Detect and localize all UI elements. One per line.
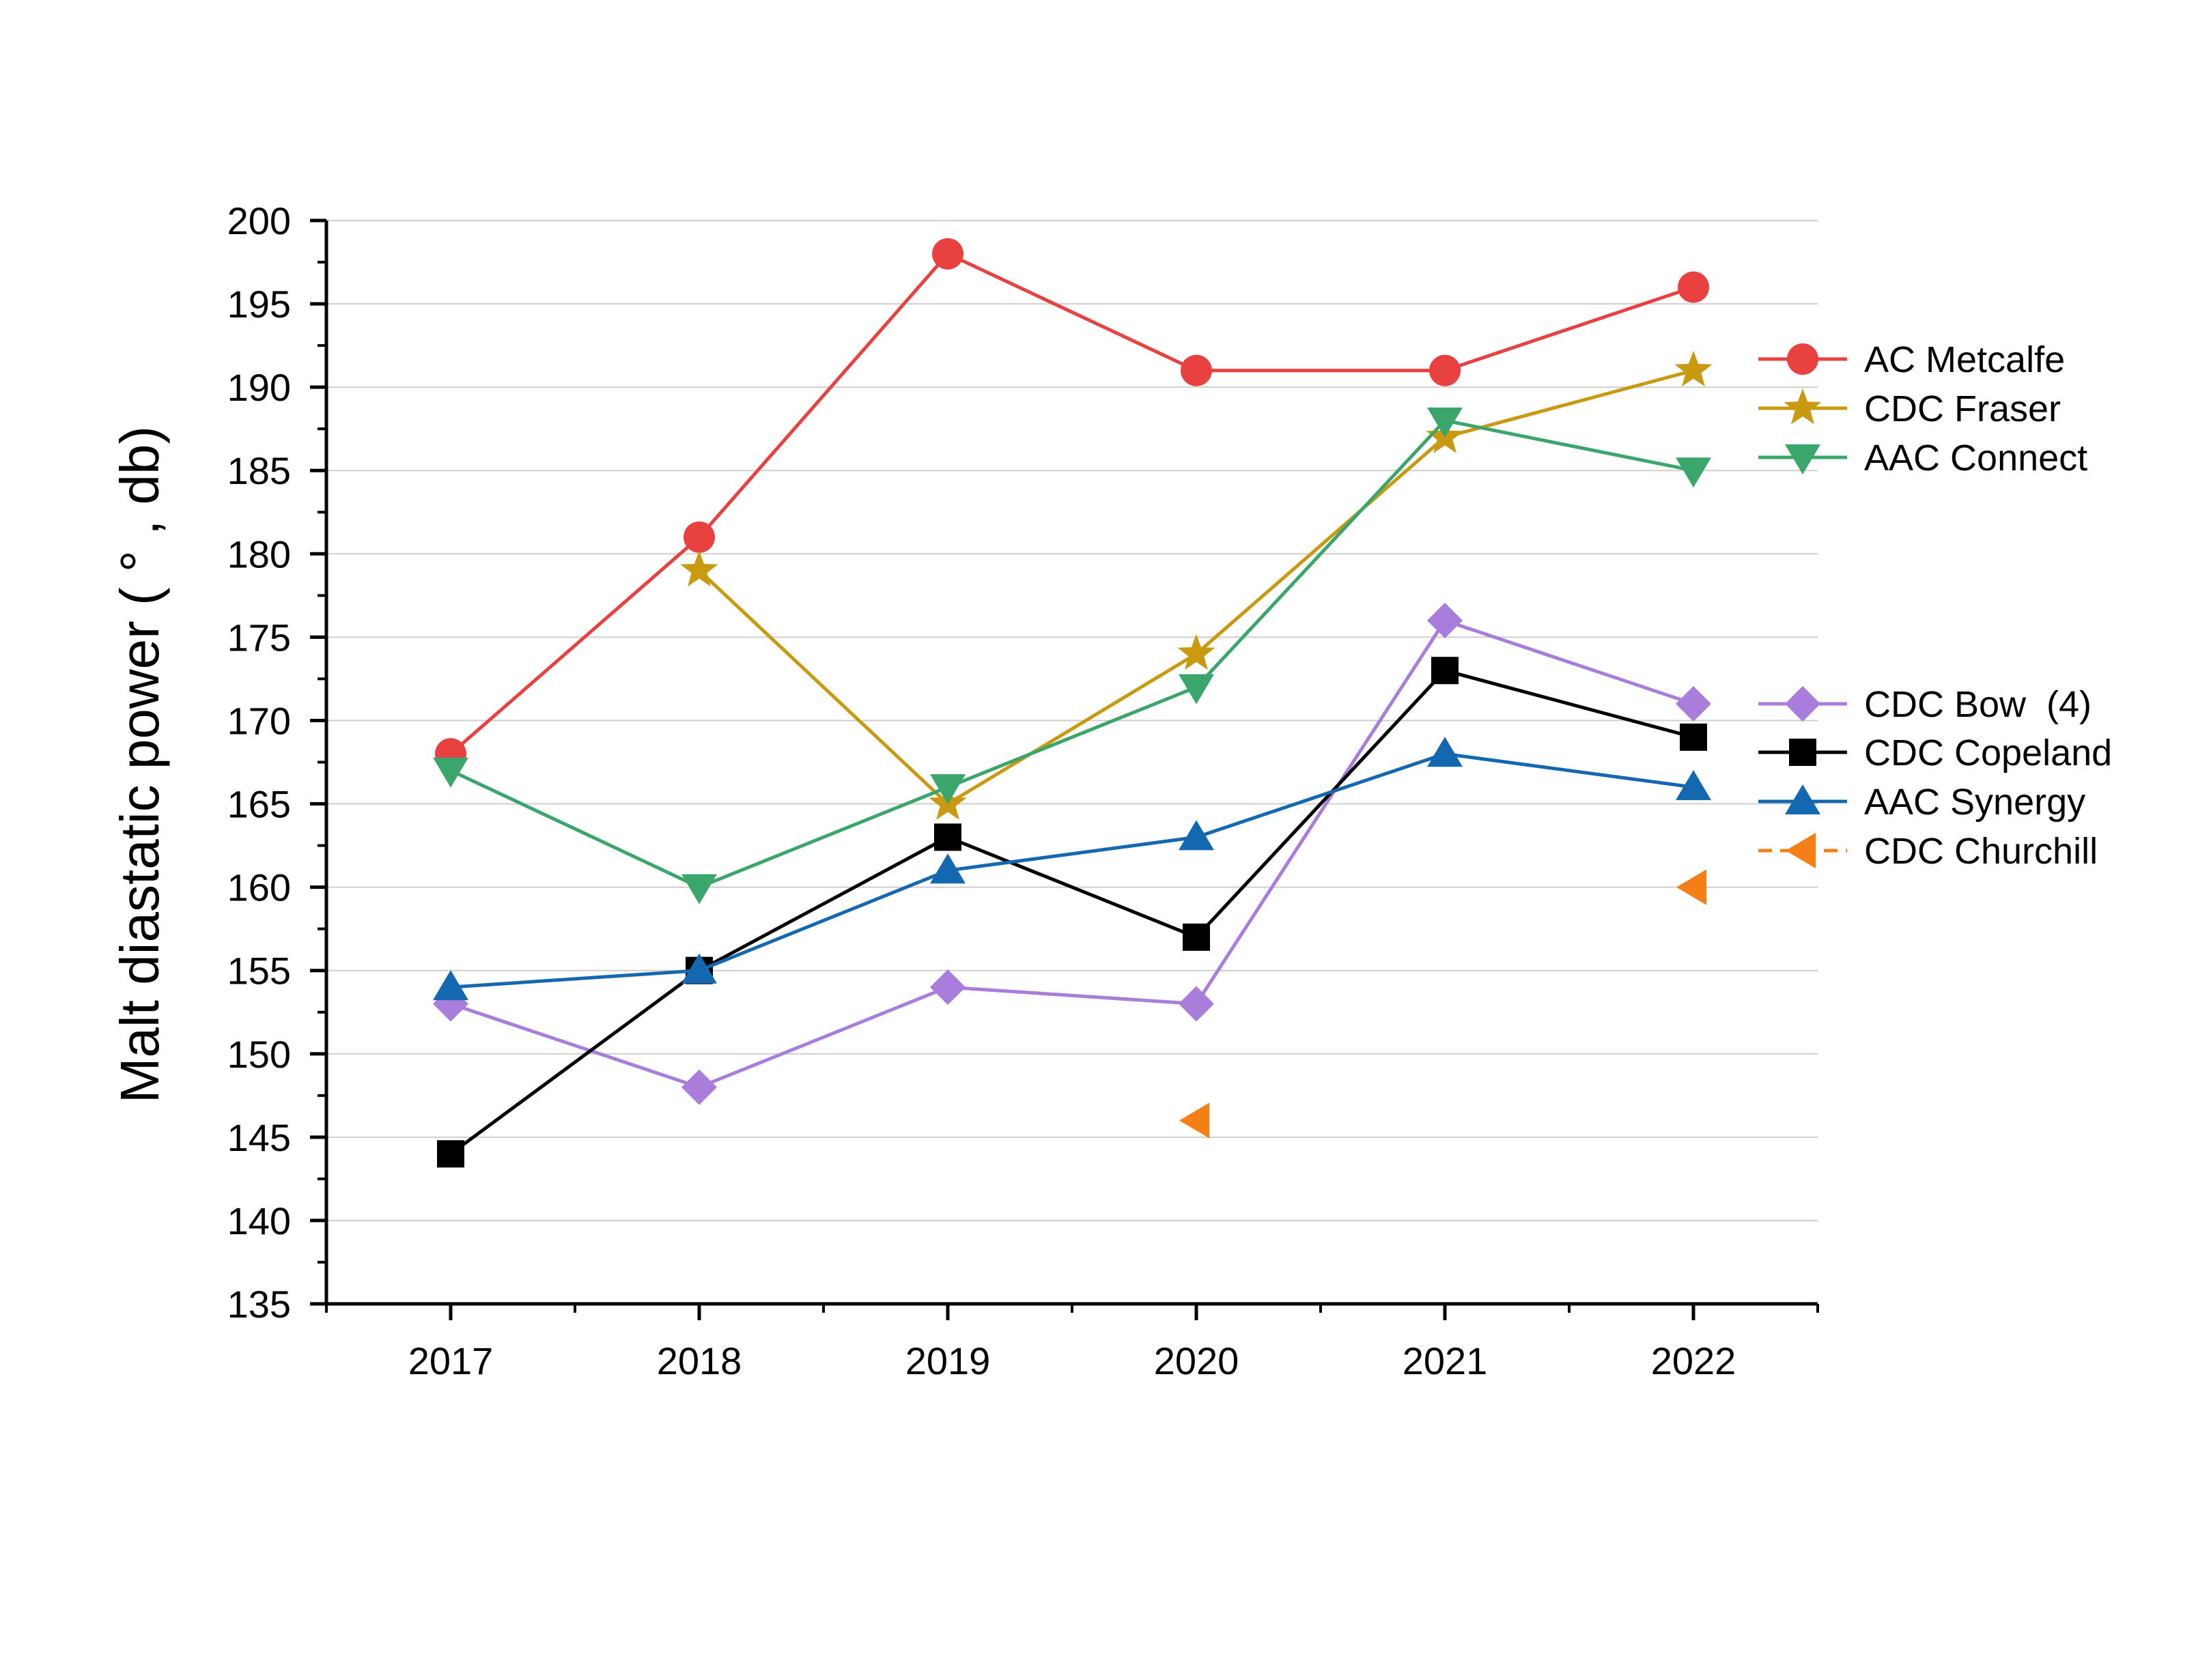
- y-tick-label: 165: [227, 783, 291, 826]
- data-point: [1429, 354, 1461, 386]
- data-point: [1680, 723, 1707, 751]
- legend-marker: [1784, 388, 1822, 425]
- legend-marker: [1785, 686, 1820, 722]
- series-layer: [433, 238, 1713, 1168]
- data-point: [1183, 923, 1210, 951]
- data-point: [1676, 770, 1711, 801]
- data-point: [1676, 869, 1706, 905]
- y-tick-label: 140: [227, 1199, 291, 1242]
- data-point: [1181, 354, 1212, 386]
- series-cdc-churchill: [1179, 869, 1706, 1139]
- data-point: [930, 853, 966, 884]
- y-tick-label: 175: [227, 616, 291, 659]
- data-point: [680, 550, 718, 587]
- legend-label: CDC Bow (4): [1864, 684, 2092, 725]
- series-line: [449, 252, 1694, 756]
- y-tick-label: 180: [227, 532, 291, 575]
- y-tick-label: 185: [227, 449, 291, 492]
- data-point: [1431, 657, 1459, 685]
- legend-label: CDC Churchill: [1864, 831, 2098, 872]
- data-point: [433, 757, 468, 788]
- data-point: [930, 774, 966, 805]
- legend-marker: [1787, 343, 1818, 375]
- data-point: [681, 874, 717, 905]
- data-point: [684, 521, 715, 553]
- legend-marker: [1786, 833, 1816, 868]
- x-tick-label: 2022: [1651, 1339, 1736, 1382]
- data-point: [681, 1069, 717, 1105]
- data-point: [1678, 271, 1709, 303]
- x-tick-label: 2017: [408, 1339, 494, 1382]
- data-point: [433, 970, 468, 1001]
- y-tick-label: 195: [227, 283, 291, 326]
- series-aac-connect: [433, 407, 1711, 905]
- series-line: [449, 418, 1694, 889]
- data-point: [437, 1140, 464, 1168]
- data-point: [1676, 457, 1711, 488]
- series-cdc-copeland: [437, 657, 1707, 1168]
- legend-label: AC Metcalfe: [1864, 339, 2065, 380]
- data-point: [1427, 407, 1463, 438]
- y-tick-label: 190: [227, 366, 291, 409]
- data-point: [1177, 633, 1215, 670]
- data-point: [1427, 602, 1463, 638]
- y-tick-label: 170: [227, 699, 291, 742]
- data-point: [1674, 350, 1713, 387]
- legend-label: AAC Synergy: [1864, 782, 2085, 823]
- legend-marker: [1789, 739, 1816, 766]
- series-line: [449, 668, 1694, 1156]
- y-tick-label: 150: [227, 1033, 291, 1076]
- series-ac-metcalfe: [435, 238, 1709, 770]
- data-point: [1179, 674, 1214, 704]
- data-point: [681, 953, 717, 984]
- series-aac-synergy: [433, 737, 1711, 1001]
- legend: AC Metcalfe CDC Fraser AAC Connect CDC Bow …: [1758, 339, 2112, 872]
- series-line: [450, 618, 1694, 1090]
- legend-marker: [1785, 444, 1820, 474]
- x-tick-label: 2021: [1403, 1339, 1488, 1382]
- series-line: [450, 752, 1694, 989]
- y-tick-label: 145: [227, 1116, 291, 1159]
- axes: 135 140 145 150 155 160 165 170 175 180 185 190 195 2…: [227, 199, 1819, 1382]
- data-point: [1179, 820, 1214, 851]
- data-point: [1179, 1102, 1209, 1139]
- series-cdc-bow-4: [433, 602, 1711, 1105]
- data-point: [1427, 737, 1463, 767]
- y-tick-label: 155: [227, 950, 291, 993]
- x-tick-label: 2020: [1154, 1339, 1239, 1382]
- x-tick-label: 2018: [657, 1339, 742, 1382]
- legend-label: AAC Connect: [1864, 438, 2087, 479]
- data-point: [1179, 986, 1214, 1022]
- data-point: [1676, 686, 1711, 722]
- y-tick-label: 200: [227, 199, 291, 242]
- data-point: [930, 969, 966, 1006]
- series-line: [698, 369, 1694, 806]
- x-tick-label: 2019: [905, 1339, 991, 1382]
- legend-label: CDC Fraser: [1864, 388, 2061, 429]
- data-point: [932, 238, 963, 270]
- legend-label: CDC Copeland: [1864, 732, 2112, 773]
- legend-marker: [1785, 784, 1820, 814]
- gridlines: [326, 220, 1818, 1221]
- y-tick-label: 160: [227, 866, 291, 909]
- data-point: [934, 823, 961, 851]
- series-cdc-fraser: [680, 350, 1713, 820]
- y-tick-label: 135: [227, 1283, 291, 1326]
- y-axis-label: Malt diastatic power ( ° , db): [109, 426, 170, 1103]
